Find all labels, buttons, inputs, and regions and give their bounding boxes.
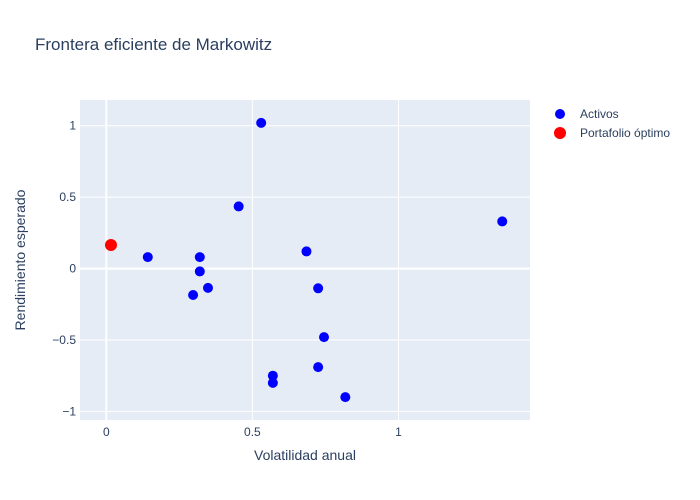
gridlines	[80, 100, 530, 420]
x-tick-label: 1	[395, 425, 402, 439]
y-tick-label: 1	[69, 119, 76, 133]
asset-point[interactable]	[194, 252, 205, 263]
legend[interactable]: Activos Portafolio óptimo	[554, 107, 670, 140]
y-tick-label: 0	[69, 262, 76, 276]
legend-marker	[554, 127, 566, 139]
asset-point[interactable]	[301, 246, 312, 257]
data-points	[104, 117, 508, 403]
asset-point[interactable]	[202, 282, 213, 293]
asset-point[interactable]	[256, 117, 267, 128]
asset-point[interactable]	[313, 283, 324, 294]
legend-label[interactable]: Portafolio óptimo	[580, 126, 670, 140]
plot-area	[80, 100, 530, 420]
asset-point[interactable]	[313, 362, 324, 373]
asset-point[interactable]	[340, 392, 351, 403]
asset-point[interactable]	[267, 377, 278, 388]
tick-labels: 0 0.5 1 −1 −0.5 0 0.5 1	[52, 119, 402, 439]
legend-marker	[555, 109, 565, 119]
asset-point[interactable]	[188, 290, 199, 300]
asset-point[interactable]	[142, 252, 153, 263]
y-tick-label: −0.5	[52, 333, 76, 347]
x-tick-label: 0	[103, 425, 110, 439]
asset-point[interactable]	[233, 201, 244, 212]
asset-point[interactable]	[318, 332, 329, 343]
legend-label[interactable]: Activos	[580, 107, 619, 121]
y-tick-label: 0.5	[59, 190, 76, 204]
asset-point[interactable]	[497, 216, 508, 227]
optimal-portfolio-point[interactable]	[104, 239, 117, 251]
asset-point[interactable]	[194, 266, 205, 277]
x-axis-title: Volatilidad anual	[254, 447, 356, 463]
asset-point[interactable]	[267, 370, 278, 381]
chart-title: Frontera eficiente de Markowitz	[35, 35, 272, 54]
x-tick-label: 0.5	[244, 425, 261, 439]
y-tick-label: −1	[62, 404, 76, 418]
y-axis-title: Rendimiento esperado	[12, 189, 28, 330]
